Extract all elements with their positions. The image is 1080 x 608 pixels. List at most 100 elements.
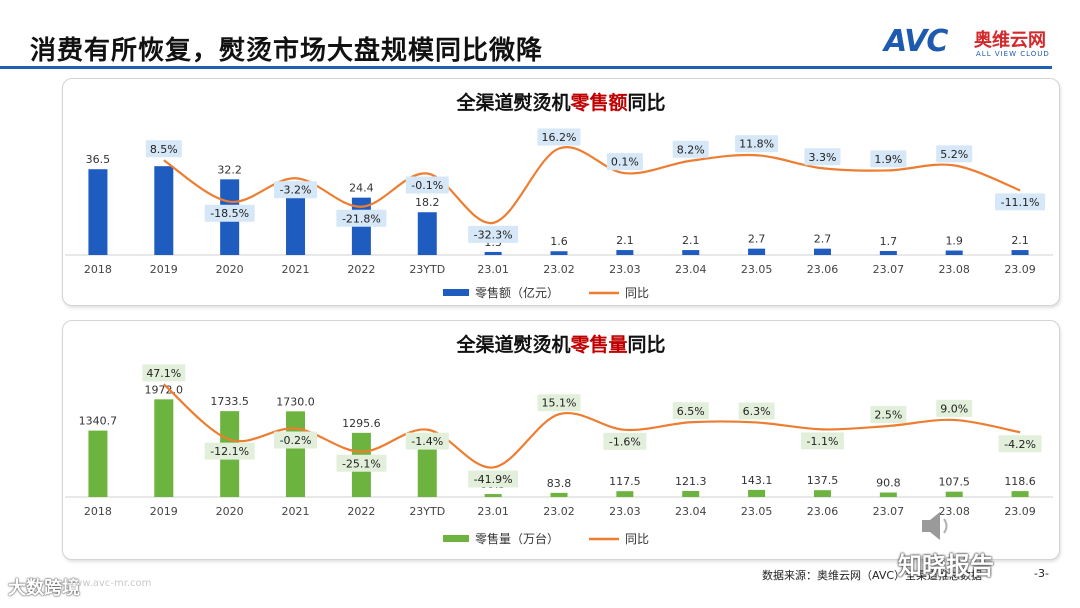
bar-value-label: 1730.0 xyxy=(276,395,315,408)
yoy-label-box xyxy=(537,394,581,412)
yoy-value-label: -25.1% xyxy=(342,457,381,470)
category-tick-label: 2020 xyxy=(216,263,244,276)
category-tick-label: 23.02 xyxy=(543,505,575,518)
yoy-value-label: -0.1% xyxy=(411,179,443,192)
bar xyxy=(879,492,897,497)
bar-value-label: 118.6 xyxy=(1004,475,1036,488)
category-tick-label: 23.06 xyxy=(807,263,839,276)
yoy-label-box xyxy=(870,150,907,168)
bar xyxy=(682,250,700,255)
category-tick-label: 23.09 xyxy=(1004,263,1036,276)
yoy-label-box xyxy=(274,181,318,199)
bar-value-label: 36.5 xyxy=(86,153,111,166)
yoy-label-box xyxy=(870,406,907,423)
category-tick-label: 2020 xyxy=(216,505,244,518)
yoy-value-label: -32.3% xyxy=(474,228,513,241)
yoy-line xyxy=(163,383,1021,469)
bar-value-label: 143.1 xyxy=(741,474,773,487)
bar xyxy=(88,430,108,497)
chart-title: 全渠道熨烫机零售额同比 xyxy=(455,91,665,114)
yoy-label-box xyxy=(336,454,387,472)
yoy-label-box xyxy=(405,176,449,194)
chart-title-suffix: 同比 xyxy=(628,334,666,356)
watermark-right: 知晓报告 xyxy=(898,552,994,580)
bar xyxy=(813,248,831,255)
bar xyxy=(1011,491,1029,497)
retail-volume-panel: 全渠道熨烫机零售量同比 1340.7 2018 1972.0 2019 1733.5 202… xyxy=(62,320,1060,560)
bar-value-label: 2.1 xyxy=(616,234,634,247)
chart-title: 全渠道熨烫机零售量同比 xyxy=(455,333,665,356)
yoy-value-label: -1.4% xyxy=(411,435,443,448)
category-tick-label: 23.01 xyxy=(477,505,509,518)
yoy-value-label: 6.3% xyxy=(743,405,771,418)
yoy-value-label: -18.5% xyxy=(210,207,249,220)
bar xyxy=(748,248,766,255)
bar-value-label: 18.2 xyxy=(415,196,440,209)
yoy-label-box xyxy=(800,432,844,450)
bar-value-label: 83.8 xyxy=(547,477,572,490)
yoy-label-box xyxy=(336,209,387,227)
category-tick-label: 23.09 xyxy=(1004,505,1036,518)
legend-line-label: 同比 xyxy=(625,532,649,546)
yoy-value-label: 1.9% xyxy=(874,153,902,166)
bar xyxy=(484,251,502,255)
yoy-value-label: 6.5% xyxy=(677,405,705,418)
category-tick-label: 23.03 xyxy=(609,505,641,518)
yoy-value-label: 8.5% xyxy=(150,143,178,156)
yoy-label-box xyxy=(468,225,519,243)
category-tick-label: 23.05 xyxy=(741,263,773,276)
page-number: -3- xyxy=(1034,567,1049,580)
yoy-label-box xyxy=(738,402,775,420)
bar-value-label: 2.7 xyxy=(748,233,766,246)
logo-chinese: 奥维云网 xyxy=(974,30,1046,51)
logo-mark: AVC xyxy=(884,24,948,59)
yoy-value-label: 11.8% xyxy=(739,138,774,151)
yoy-label-box xyxy=(204,442,255,460)
yoy-value-label: -1.6% xyxy=(609,435,641,448)
legend-bar-label: 零售额（亿元） xyxy=(475,285,559,300)
bar-value-label: 2.1 xyxy=(1011,234,1029,247)
yoy-value-label: 5.2% xyxy=(940,148,968,161)
retail-value-panel: 全渠道熨烫机零售额同比 36.5 2018 2019 32.2 2020 2021 24.4 2… xyxy=(62,78,1060,306)
bar-value-label: 107.5 xyxy=(938,476,970,489)
yoy-label-box xyxy=(672,402,709,420)
bar-value-label: 1733.5 xyxy=(210,395,249,408)
legend-bar-swatch xyxy=(443,289,469,296)
bar xyxy=(616,491,634,497)
yoy-value-label: 9.0% xyxy=(940,402,968,415)
watermark-left: 大数跨境 xyxy=(8,578,80,599)
bar xyxy=(154,166,174,255)
bar xyxy=(417,448,437,497)
watermark-url: www.avc-mr.com xyxy=(66,578,152,589)
chart-title-prefix: 全渠道熨烫机 xyxy=(455,333,570,356)
legend-bar-label: 零售量（万台） xyxy=(475,531,559,546)
bar-value-label: 1.9 xyxy=(945,235,963,248)
category-tick-label: 23.04 xyxy=(675,505,707,518)
bar-value-label: 137.5 xyxy=(807,474,839,487)
bar xyxy=(945,250,963,255)
bar xyxy=(154,399,174,497)
yoy-label-box xyxy=(405,432,449,450)
bar xyxy=(286,181,306,255)
yoy-label-box xyxy=(606,153,643,171)
bar-value-label: 90.8 xyxy=(876,477,901,490)
bar xyxy=(682,490,700,497)
bar xyxy=(1011,250,1029,255)
category-tick-label: 2022 xyxy=(347,263,375,276)
category-tick-label: 2021 xyxy=(282,263,310,276)
yoy-label-box xyxy=(936,145,973,163)
yoy-value-label: -21.8% xyxy=(342,212,381,225)
data-source: 数据来源：奥维云网（AVC）全渠道推总数据 xyxy=(762,569,983,582)
yoy-label-box xyxy=(274,431,318,449)
yoy-label-box xyxy=(142,364,186,382)
bar xyxy=(616,250,634,255)
bar xyxy=(748,489,766,497)
yoy-value-label: 15.1% xyxy=(542,397,577,410)
category-tick-label: 23.01 xyxy=(477,263,509,276)
category-tick-label: 23YTD xyxy=(409,263,445,276)
bar xyxy=(286,411,306,497)
category-tick-label: 23.08 xyxy=(938,505,970,518)
yoy-value-label: 16.2% xyxy=(542,131,577,144)
category-tick-label: 23.04 xyxy=(675,263,707,276)
chart-title-highlight: 零售量 xyxy=(569,333,627,356)
